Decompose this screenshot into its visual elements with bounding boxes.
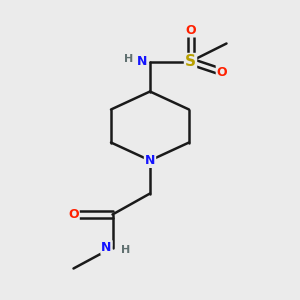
Text: H: H	[124, 54, 134, 64]
Text: N: N	[137, 55, 148, 68]
Text: N: N	[101, 241, 112, 254]
Text: N: N	[145, 154, 155, 167]
Text: H: H	[122, 245, 130, 255]
Text: O: O	[217, 65, 227, 79]
Text: O: O	[185, 23, 196, 37]
Text: S: S	[185, 54, 196, 69]
Text: N: N	[137, 55, 148, 68]
Text: O: O	[68, 208, 79, 221]
